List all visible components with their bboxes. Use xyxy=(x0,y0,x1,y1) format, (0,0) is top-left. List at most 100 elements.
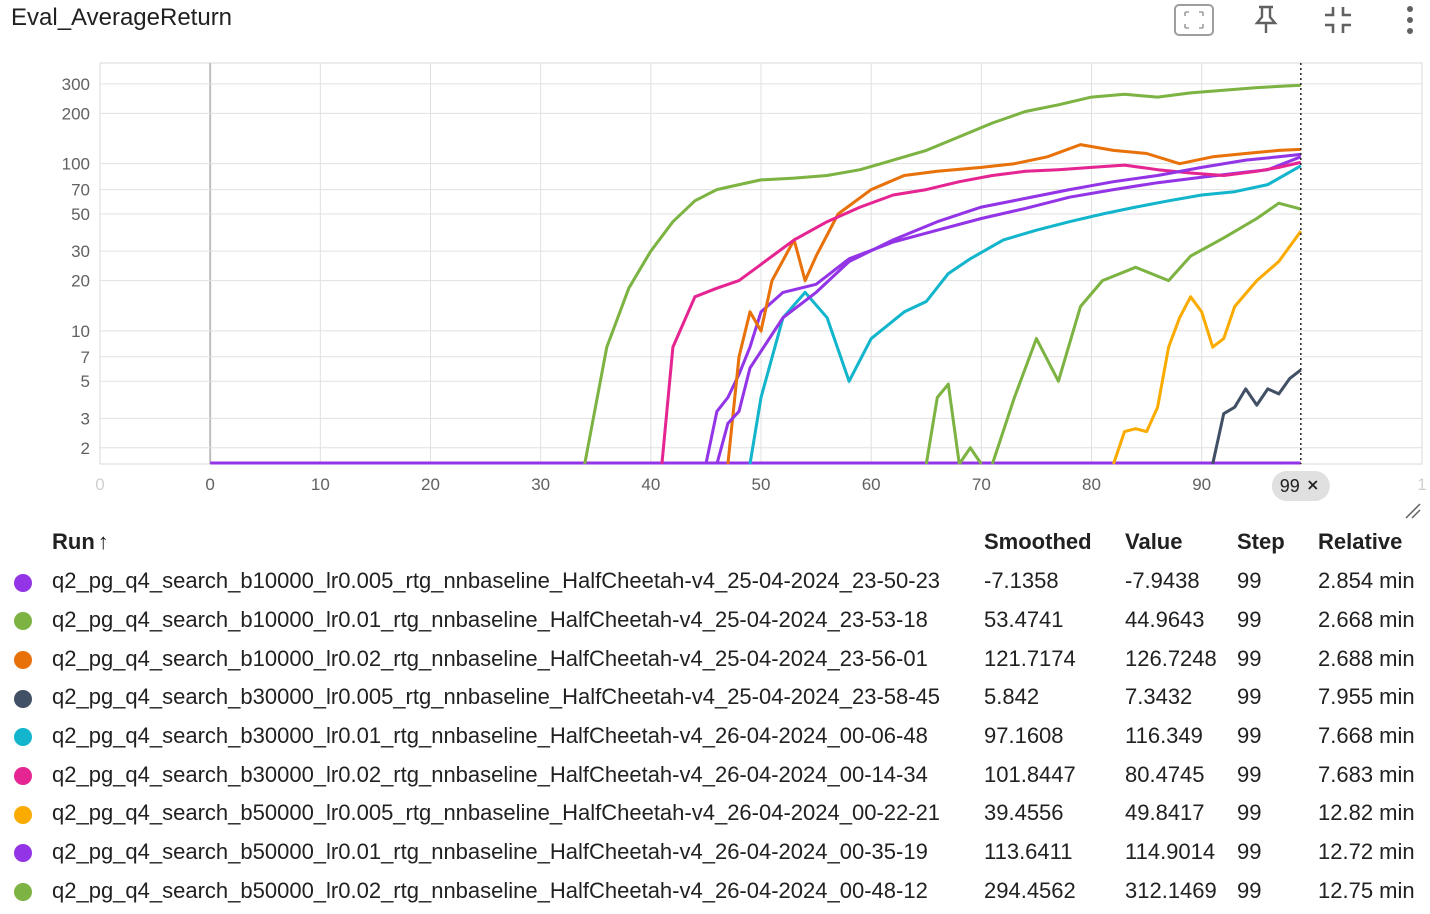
table-row[interactable]: q2_pg_q4_search_b50000_lr0.01_rtg_nnbase… xyxy=(14,833,1428,872)
close-icon[interactable] xyxy=(1308,480,1318,490)
run-color-dot xyxy=(14,883,32,902)
smoothed-column-header[interactable]: Smoothed xyxy=(984,529,1092,554)
relative-time: 7.668 min xyxy=(1318,723,1415,749)
table-row[interactable]: q2_pg_q4_search_b10000_lr0.005_rtg_nnbas… xyxy=(14,562,1428,601)
value: -7.9438 xyxy=(1125,568,1200,594)
series-smoothed-line xyxy=(958,446,983,465)
y-tick-label: 100 xyxy=(62,155,90,174)
x-tick-label: 80 xyxy=(1082,475,1101,494)
relative-time: 12.82 min xyxy=(1318,800,1415,826)
value: 116.349 xyxy=(1125,723,1203,749)
step: 99 xyxy=(1237,800,1262,826)
run-color-dot xyxy=(14,844,32,863)
step: 99 xyxy=(1237,877,1262,903)
smoothed-value: 53.4741 xyxy=(984,607,1064,633)
hover-cursor: 99 xyxy=(1271,63,1330,501)
run-name: q2_pg_q4_search_b50000_lr0.01_rtg_nnbase… xyxy=(52,839,928,865)
fit-domain-button[interactable] xyxy=(1174,2,1214,38)
run-color-dot xyxy=(14,573,32,592)
x-tick-label: 90 xyxy=(1192,475,1211,494)
value: 49.8417 xyxy=(1125,800,1205,826)
step: 99 xyxy=(1237,723,1262,749)
series-smoothed-line xyxy=(660,160,1302,465)
run-name: q2_pg_q4_search_b30000_lr0.01_rtg_nnbase… xyxy=(52,723,928,749)
hover-step-chip[interactable] xyxy=(1271,471,1330,501)
series-smoothed-line xyxy=(726,143,1301,465)
more-options-button[interactable] xyxy=(1390,2,1430,38)
pin-button[interactable] xyxy=(1246,2,1286,38)
x-tick-label: 10 xyxy=(311,475,330,494)
sort-arrow-icon: ↑ xyxy=(97,529,109,554)
x-tick-label: 20 xyxy=(421,475,440,494)
run-color-dot xyxy=(14,650,32,669)
y-axis-ticks: 300 200 100 70 50 30 20 10 7 5 3 2 xyxy=(62,75,90,458)
value: 312.1469 xyxy=(1125,877,1217,903)
table-row[interactable]: q2_pg_q4_search_b50000_lr0.02_rtg_nnbase… xyxy=(14,872,1428,911)
relative-time: 12.72 min xyxy=(1318,839,1415,865)
smoothed-value: 121.7174 xyxy=(984,645,1076,671)
x-tick-label: 1 xyxy=(1417,475,1426,494)
value-column-header[interactable]: Value xyxy=(1125,529,1183,554)
run-color-dot xyxy=(14,805,32,824)
x-axis-ticks: 0 0 10 20 30 40 50 60 70 80 90 1 xyxy=(95,475,1426,494)
step-column-header[interactable]: Step xyxy=(1237,529,1285,554)
y-tick-label: 30 xyxy=(71,242,90,261)
value: 126.7248 xyxy=(1125,645,1217,671)
run-color-dot xyxy=(14,612,32,631)
series-smoothed-line xyxy=(924,382,961,465)
run-column-header[interactable]: Run ↑ xyxy=(52,529,109,554)
smoothed-value: -7.1358 xyxy=(984,568,1059,594)
chart-title: Eval_AverageReturn xyxy=(11,4,233,31)
table-header-row: Run ↑ Smoothed Value Step Relative xyxy=(14,522,1428,562)
y-tick-label: 200 xyxy=(62,104,90,123)
series-smoothed-line xyxy=(1211,368,1302,465)
smoothed-value: 294.4562 xyxy=(984,877,1076,903)
y-tick-label: 5 xyxy=(81,372,90,391)
resize-handle-icon[interactable] xyxy=(1404,502,1422,520)
table-row[interactable]: q2_pg_q4_search_b30000_lr0.005_rtg_nnbas… xyxy=(14,678,1428,717)
x-tick-label: 30 xyxy=(531,475,550,494)
table-row[interactable]: q2_pg_q4_search_b30000_lr0.02_rtg_nnbase… xyxy=(14,755,1428,794)
run-color-dot xyxy=(14,689,32,708)
relative-column-header[interactable]: Relative xyxy=(1318,529,1403,554)
step: 99 xyxy=(1237,645,1262,671)
table-row[interactable]: q2_pg_q4_search_b30000_lr0.01_rtg_nnbase… xyxy=(14,717,1428,756)
run-name: q2_pg_q4_search_b30000_lr0.005_rtg_nnbas… xyxy=(52,684,941,710)
smoothed-value: 97.1608 xyxy=(984,723,1064,749)
table-row[interactable]: q2_pg_q4_search_b50000_lr0.005_rtg_nnbas… xyxy=(14,794,1428,833)
x-tick-label: 60 xyxy=(862,475,881,494)
line-chart[interactable]: 0 0 10 20 30 40 50 60 70 80 90 1 300 200 100 70 50 30 20 1… xyxy=(0,55,1430,515)
table-row[interactable]: q2_pg_q4_search_b10000_lr0.02_rtg_nnbase… xyxy=(14,639,1428,678)
relative-time: 2.688 min xyxy=(1318,645,1415,671)
smoothed-value: 39.4556 xyxy=(984,800,1064,826)
run-name: q2_pg_q4_search_b50000_lr0.005_rtg_nnbas… xyxy=(52,800,941,826)
exit-fullscreen-icon xyxy=(1325,7,1351,33)
series-raw-line xyxy=(748,164,1302,465)
y-tick-label: 2 xyxy=(81,439,90,458)
run-name: q2_pg_q4_search_b10000_lr0.005_rtg_nnbas… xyxy=(52,568,941,594)
y-tick-label: 20 xyxy=(71,272,90,291)
y-tick-label: 300 xyxy=(62,75,90,94)
hover-step-label: 99 xyxy=(1280,476,1300,496)
y-tick-label: 3 xyxy=(81,409,90,428)
series-smoothed-line xyxy=(704,155,1302,465)
value: 80.4745 xyxy=(1125,761,1205,787)
relative-time: 7.955 min xyxy=(1318,684,1415,710)
y-tick-label: 10 xyxy=(71,322,90,341)
series-smoothed-line xyxy=(715,152,1301,465)
smoothed-value: 113.6411 xyxy=(984,839,1073,865)
exit-fullscreen-button[interactable] xyxy=(1318,2,1358,38)
step: 99 xyxy=(1237,568,1262,594)
x-tick-label: 70 xyxy=(972,475,991,494)
table-row[interactable]: q2_pg_q4_search_b10000_lr0.01_rtg_nnbase… xyxy=(14,601,1428,640)
relative-time: 7.683 min xyxy=(1318,761,1415,787)
series-raw-line xyxy=(990,201,1302,465)
step: 99 xyxy=(1237,684,1262,710)
series-smoothed-line xyxy=(990,201,1302,465)
pin-icon xyxy=(1254,5,1278,33)
run-name: q2_pg_q4_search_b30000_lr0.02_rtg_nnbase… xyxy=(52,761,928,787)
series-smoothed-line xyxy=(748,164,1302,465)
step: 99 xyxy=(1237,761,1262,787)
smoothed-value: 5.842 xyxy=(984,684,1040,710)
run-name: q2_pg_q4_search_b50000_lr0.02_rtg_nnbase… xyxy=(52,877,928,903)
